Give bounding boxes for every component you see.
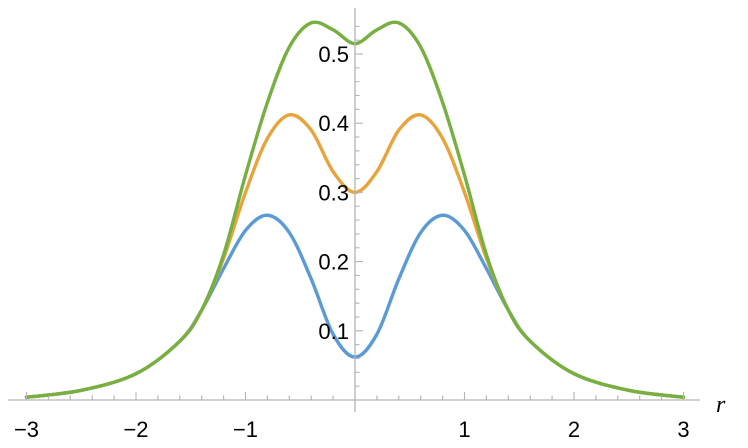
labels-layer: −3 −2 −1 1 2 3 0.1 0.2 0.3 0.4 0.5 r <box>14 42 726 442</box>
x-tick-label: 3 <box>677 417 689 442</box>
x-axis-label: r <box>716 392 726 418</box>
x-tick-label: 1 <box>458 417 470 442</box>
axes-layer <box>8 8 700 412</box>
y-tick-label: 0.3 <box>318 180 349 205</box>
y-tick-label: 0.5 <box>318 42 349 67</box>
y-tick-label: 0.4 <box>318 111 349 136</box>
y-tick-label: 0.1 <box>318 319 349 344</box>
x-tick-label: 2 <box>568 417 580 442</box>
x-tick-label: −2 <box>123 417 148 442</box>
x-tick-label: −3 <box>14 417 39 442</box>
x-tick-label: −1 <box>233 417 258 442</box>
y-tick-label: 0.2 <box>318 250 349 275</box>
